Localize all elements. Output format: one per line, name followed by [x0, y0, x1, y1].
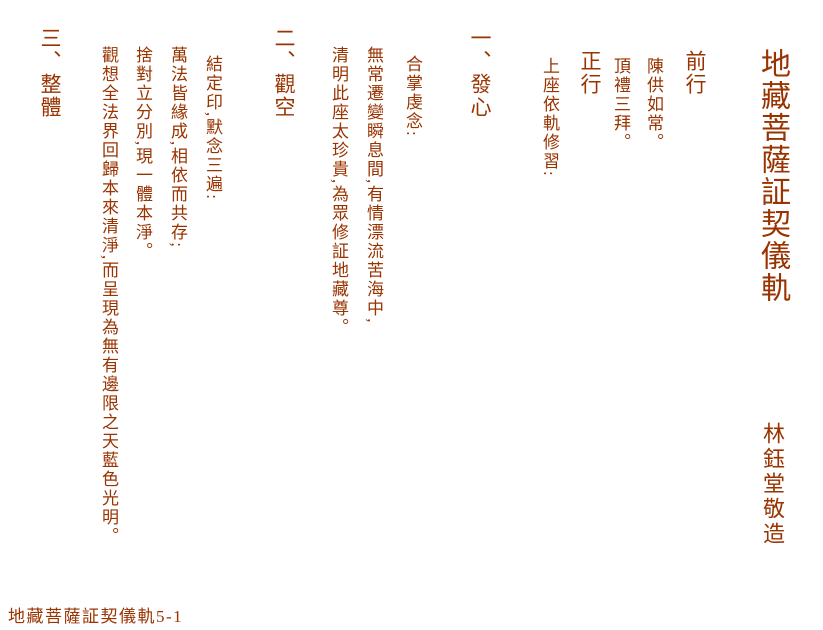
- preliminary-heading: 前行: [683, 50, 707, 96]
- step2-heading: 二、觀空: [272, 27, 296, 119]
- preliminary-line-1: 陳供如常。: [644, 57, 663, 152]
- step2-instruction: 結定印,默念三遍:: [203, 55, 222, 201]
- main-practice-line-1: 上座依軌修習:: [540, 57, 559, 178]
- author-signature: 林鈺堂敬造: [760, 422, 785, 547]
- step2-visualization: 觀想全法界回歸本來清淨,而呈現為無有邊限之天藍色光明。: [99, 46, 118, 547]
- step1-verse-line-2: 清明此座太珍貴,為眾修証地藏尊。: [329, 46, 348, 338]
- step1-verse-line-1: 無常遷變瞬息間,有情漂流苦海中,: [364, 46, 383, 325]
- step3-heading: 三、整體: [38, 27, 62, 119]
- step1-instruction: 合掌虔念:: [403, 55, 422, 138]
- main-practice-heading: 正行: [578, 50, 602, 96]
- title-column: 地藏菩薩証契儀軌 林鈺堂敬造: [756, 48, 789, 547]
- document-title: 地藏菩薩証契儀軌: [756, 48, 789, 304]
- step1-heading: 一、發心: [468, 27, 492, 119]
- page-footer: 地藏菩薩証契儀軌5-1: [8, 607, 184, 626]
- step2-verse-line-1: 萬法皆緣成,相依而共存;: [168, 46, 187, 249]
- preliminary-line-2: 頂禮三拜。: [611, 57, 630, 152]
- step2-verse-line-2: 捨對立分別,現一體本淨。: [133, 46, 152, 262]
